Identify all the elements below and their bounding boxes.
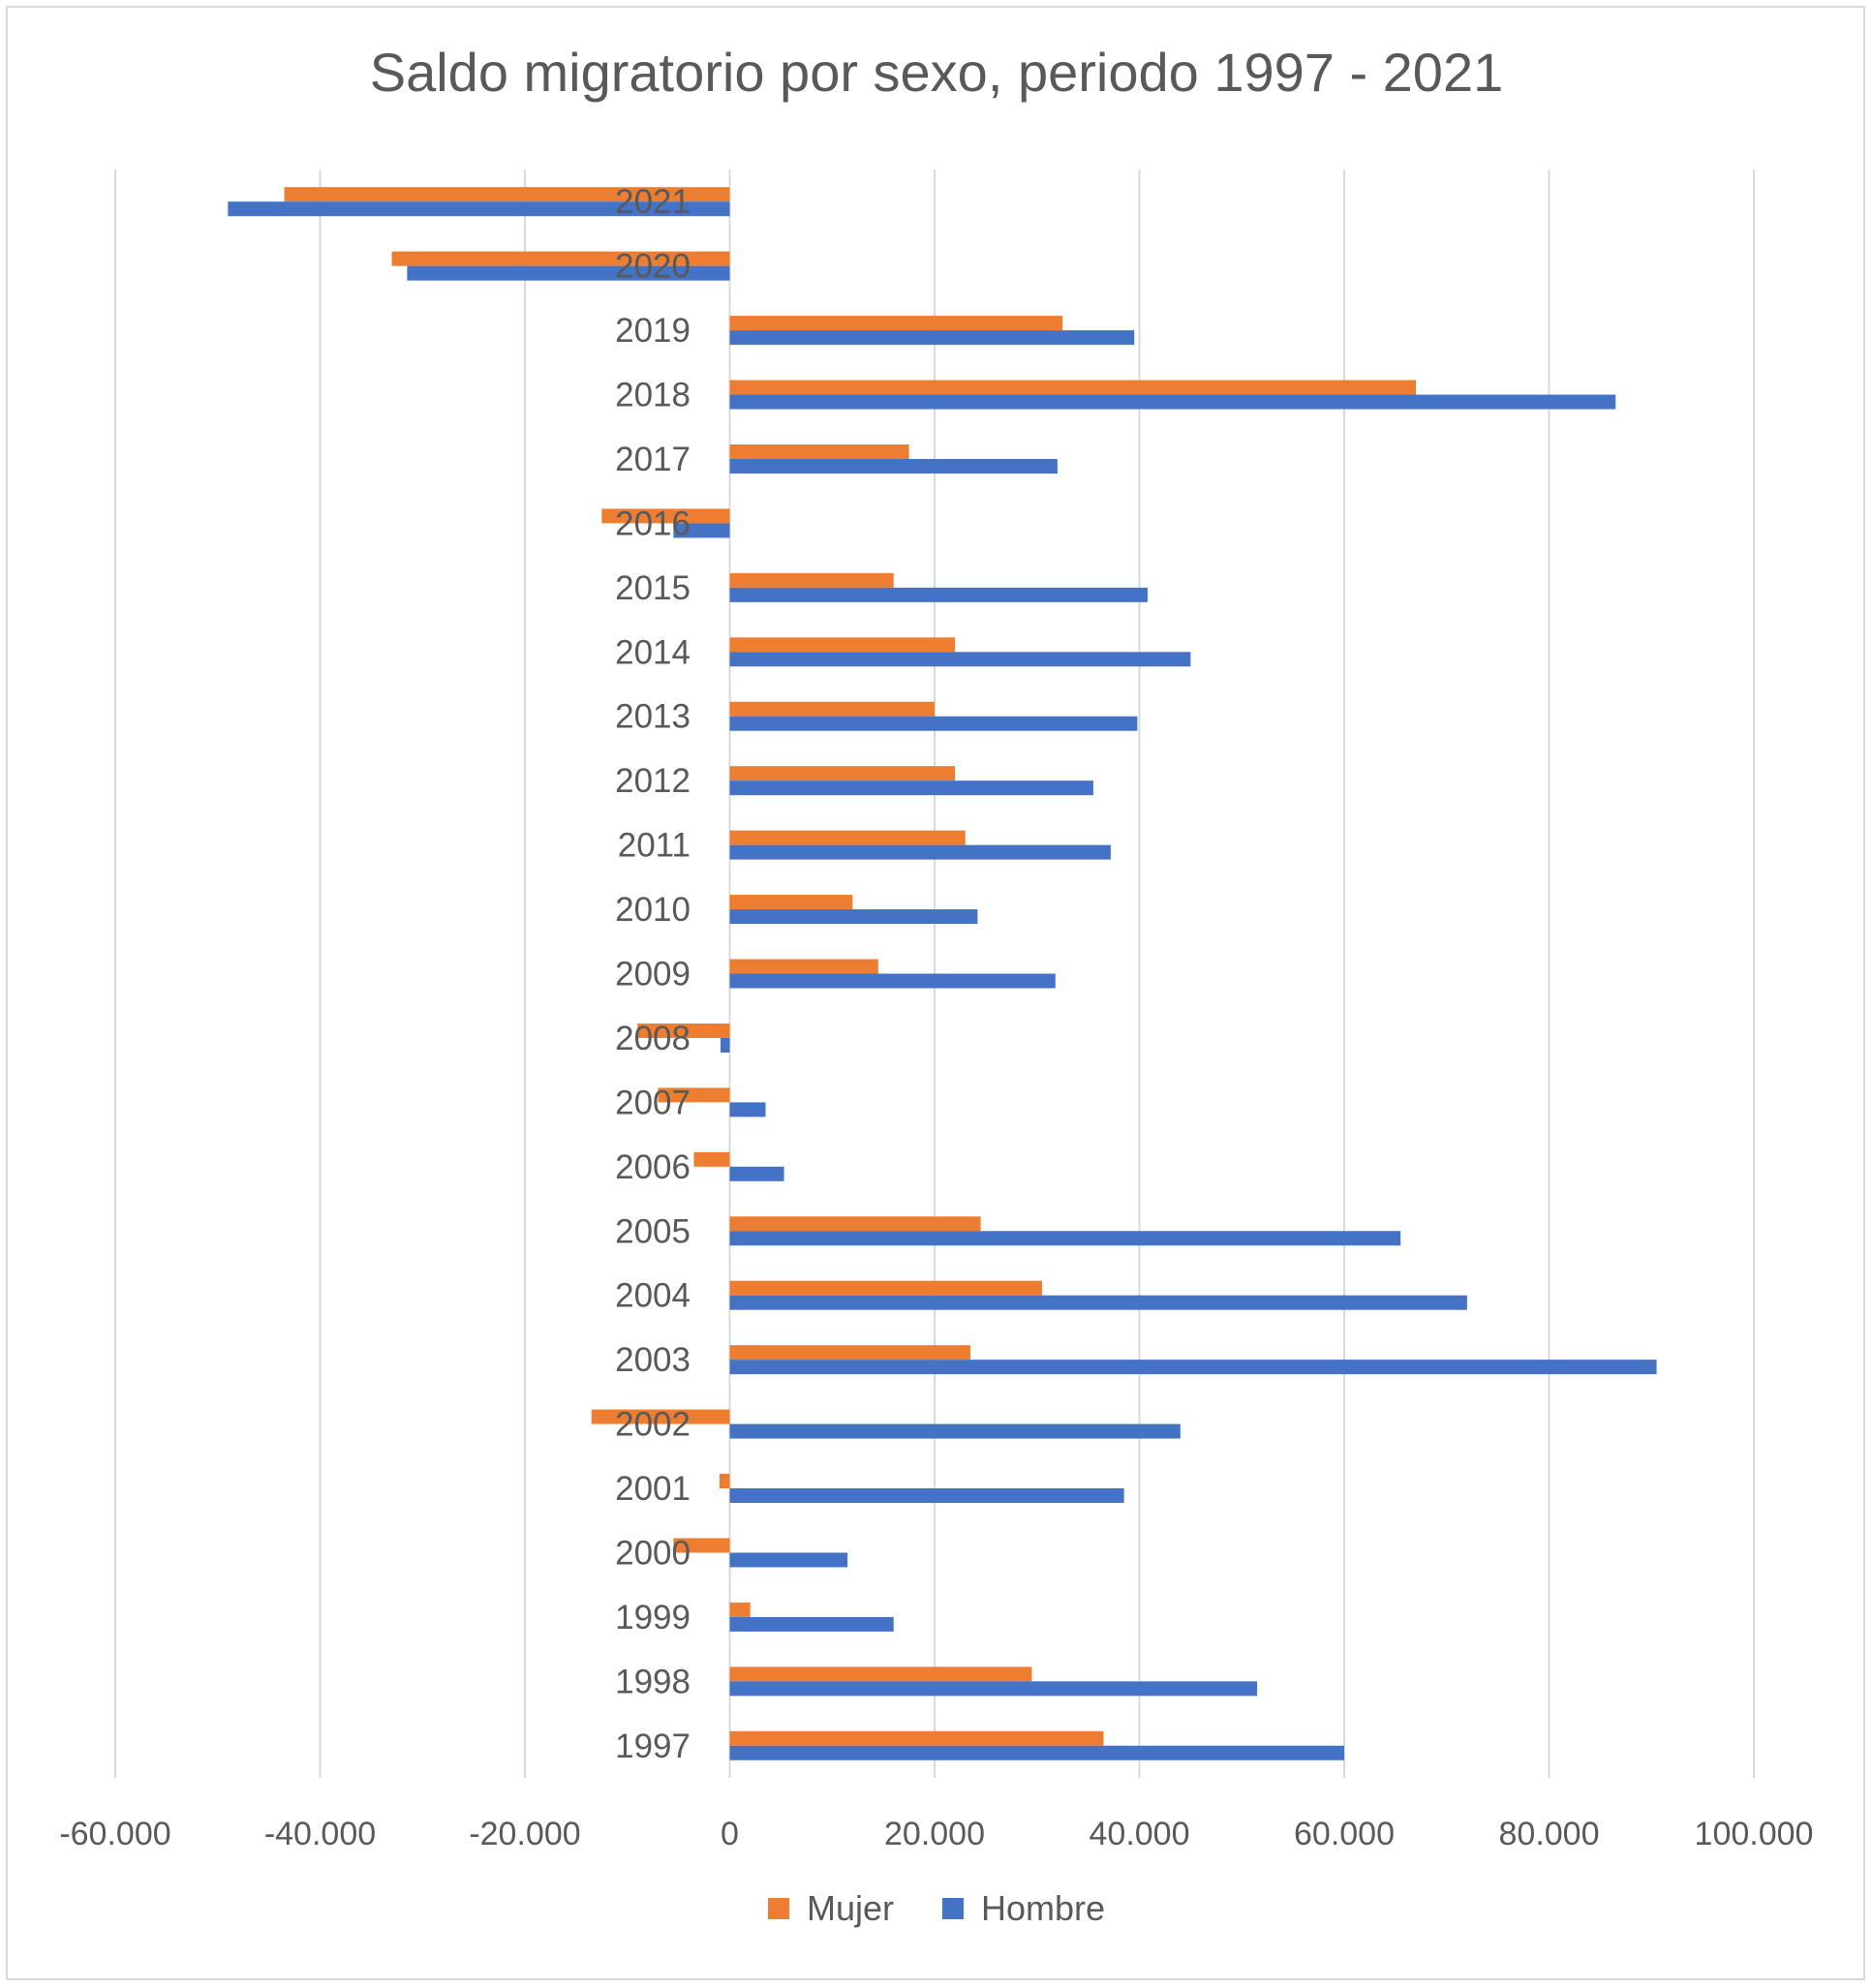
bar-mujer-2006	[693, 1151, 730, 1167]
category-label-2010: 2010	[615, 891, 691, 929]
x-tick-label: 60.000	[1294, 1816, 1395, 1852]
bar-mujer-1999	[729, 1602, 751, 1617]
category-label-1997: 1997	[615, 1728, 691, 1765]
bar-mujer-2002	[591, 1409, 730, 1424]
bar-mujer-2015	[729, 572, 894, 588]
category-label-2013: 2013	[615, 698, 691, 736]
x-axis-tick-labels: -60.000 -40.000 -20.000 0 20.000 40.000 60.000…	[59, 1816, 1813, 1852]
bar-hombre-2016	[673, 523, 730, 538]
category-label-2004: 2004	[615, 1277, 691, 1315]
bar-mujer-2007	[658, 1087, 730, 1103]
category-label-2021: 2021	[615, 183, 691, 221]
x-tick-label: -60.000	[59, 1816, 170, 1852]
category-label-2005: 2005	[615, 1212, 691, 1250]
bar-mujer-2009	[729, 959, 878, 974]
bar-mujer-2010	[729, 895, 853, 910]
bar-mujer-2008	[637, 1023, 730, 1038]
x-tick-label: 100.000	[1695, 1816, 1814, 1852]
category-label-2015: 2015	[615, 569, 691, 607]
bar-hombre-1997	[729, 1745, 1344, 1760]
bar-hombre-2002	[729, 1423, 1181, 1439]
bar-mujer-2011	[729, 830, 966, 845]
bar-hombre-1999	[729, 1616, 894, 1632]
bar-hombre-2019	[729, 330, 1135, 346]
bars	[228, 187, 1657, 1760]
legend-swatch-mujer	[767, 1898, 789, 1919]
legend-item-mujer: Mujer	[767, 1888, 894, 1929]
category-label-2018: 2018	[615, 377, 691, 414]
bar-hombre-2015	[729, 587, 1148, 602]
bar-mujer-2017	[729, 443, 909, 459]
bar-hombre-2013	[729, 716, 1138, 731]
bar-mujer-2019	[729, 316, 1063, 331]
gridlines	[114, 169, 1755, 1778]
bar-hombre-2007	[729, 1102, 766, 1117]
x-tick-label: 0	[721, 1816, 739, 1852]
x-tick-label: -40.000	[264, 1816, 376, 1852]
bar-mujer-2005	[729, 1216, 981, 1232]
bar-hombre-2010	[729, 909, 978, 925]
bar-hombre-2000	[729, 1552, 848, 1568]
bar-hombre-2012	[729, 780, 1093, 796]
bar-hombre-2005	[729, 1231, 1401, 1246]
bar-hombre-2006	[729, 1166, 784, 1181]
category-label-2016: 2016	[615, 505, 691, 542]
x-tick-label: 40.000	[1090, 1816, 1190, 1852]
category-label-2011: 2011	[618, 827, 691, 865]
bar-hombre-2003	[729, 1360, 1657, 1375]
bar-mujer-2021	[284, 187, 730, 202]
category-label-2008: 2008	[615, 1020, 691, 1057]
category-label-2014: 2014	[615, 633, 691, 671]
bar-hombre-2009	[729, 973, 1056, 989]
bar-hombre-2008	[720, 1037, 730, 1053]
bar-hombre-2018	[729, 394, 1616, 410]
bar-mujer-1997	[729, 1730, 1104, 1746]
category-label-2006: 2006	[615, 1148, 691, 1186]
bar-hombre-2014	[729, 652, 1191, 667]
bar-mujer-2020	[391, 251, 730, 266]
bar-hombre-1998	[729, 1681, 1258, 1697]
bar-hombre-2017	[729, 458, 1058, 474]
bar-hombre-2004	[729, 1295, 1467, 1310]
category-label-2003: 2003	[615, 1341, 691, 1379]
legend-item-hombre: Hombre	[941, 1888, 1106, 1929]
category-label-2017: 2017	[615, 441, 691, 478]
bar-hombre-2020	[407, 265, 730, 281]
x-tick-label: 80.000	[1499, 1816, 1600, 1852]
bar-mujer-2003	[729, 1345, 971, 1361]
category-label-1999: 1999	[615, 1599, 691, 1636]
bar-mujer-2016	[601, 508, 730, 524]
category-label-2012: 2012	[615, 762, 691, 800]
x-tick-label: -20.000	[469, 1816, 580, 1852]
category-label-1998: 1998	[615, 1663, 691, 1700]
legend-swatch-hombre	[941, 1898, 964, 1919]
category-label-2009: 2009	[615, 956, 691, 994]
bar-mujer-2012	[729, 766, 956, 781]
x-tick-label: 20.000	[884, 1816, 985, 1852]
category-label-2007: 2007	[615, 1084, 691, 1121]
legend-label-hombre: Hombre	[980, 1888, 1106, 1928]
bar-hombre-2021	[228, 201, 730, 217]
bar-mujer-2001	[719, 1474, 730, 1489]
bar-mujer-2013	[729, 701, 935, 717]
bar-mujer-2014	[729, 637, 956, 653]
category-label-2001: 2001	[615, 1470, 691, 1508]
legend: Mujer Hombre	[0, 1888, 1873, 1929]
category-label-2020: 2020	[615, 248, 691, 286]
category-labels: 1997 1998 1999 2000 2001 2002 2003 2004 2005 2006…	[615, 183, 691, 1765]
category-label-2019: 2019	[615, 312, 691, 350]
bar-mujer-2018	[729, 380, 1417, 395]
legend-label-mujer: Mujer	[806, 1888, 894, 1928]
bar-mujer-1998	[729, 1667, 1032, 1682]
bar-mujer-2000	[673, 1538, 730, 1553]
bar-hombre-2001	[729, 1488, 1124, 1504]
category-label-2000: 2000	[615, 1534, 691, 1572]
bar-mujer-2004	[729, 1280, 1043, 1296]
bar-hombre-2011	[729, 844, 1111, 860]
chart-title: Saldo migratorio por sexo, periodo 1997 …	[369, 42, 1504, 103]
category-label-2002: 2002	[615, 1406, 691, 1444]
